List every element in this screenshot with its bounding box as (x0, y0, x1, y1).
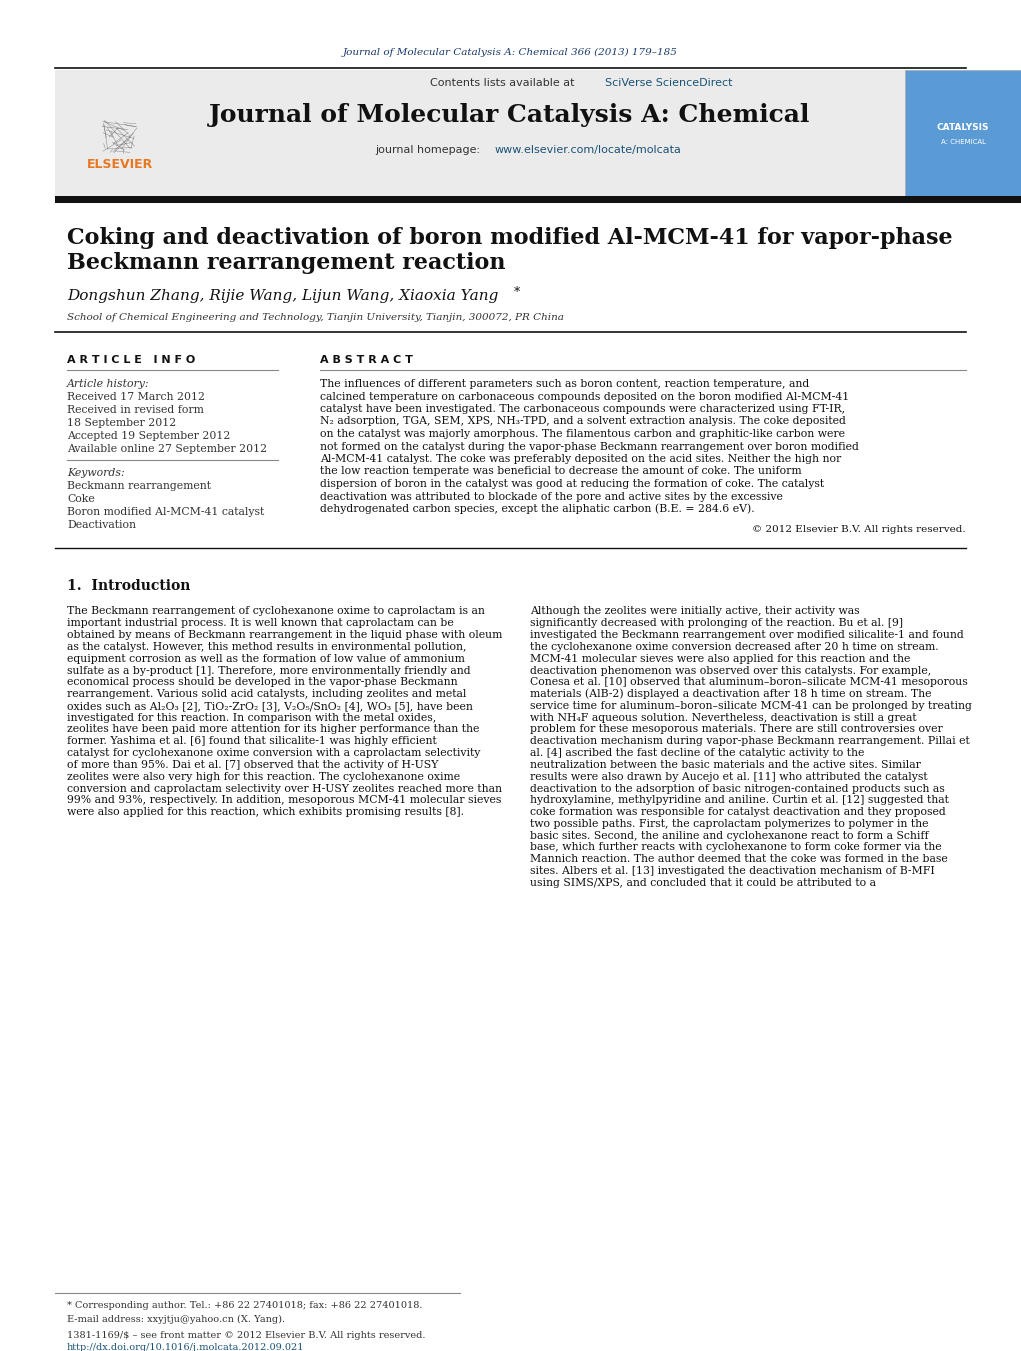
Text: the low reaction temperate was beneficial to decrease the amount of coke. The un: the low reaction temperate was beneficia… (320, 466, 801, 477)
Text: Coking and deactivation of boron modified Al-MCM-41 for vapor-phase: Coking and deactivation of boron modifie… (67, 227, 953, 249)
Text: A: CHEMICAL: A: CHEMICAL (940, 139, 985, 145)
Text: materials (AlB-2) displayed a deactivation after 18 h time on stream. The: materials (AlB-2) displayed a deactivati… (530, 689, 931, 700)
Text: deactivation phenomenon was observed over this catalysts. For example,: deactivation phenomenon was observed ove… (530, 666, 931, 676)
Text: * Corresponding author. Tel.: +86 22 27401018; fax: +86 22 27401018.: * Corresponding author. Tel.: +86 22 274… (67, 1301, 423, 1310)
Text: Dongshun Zhang, Rijie Wang, Lijun Wang, Xiaoxia Yang: Dongshun Zhang, Rijie Wang, Lijun Wang, … (67, 289, 498, 303)
Text: Mannich reaction. The author deemed that the coke was formed in the base: Mannich reaction. The author deemed that… (530, 854, 947, 865)
Text: N₂ adsorption, TGA, SEM, XPS, NH₃-TPD, and a solvent extraction analysis. The co: N₂ adsorption, TGA, SEM, XPS, NH₃-TPD, a… (320, 416, 845, 427)
Text: former. Yashima et al. [6] found that silicalite-1 was highly efficient: former. Yashima et al. [6] found that si… (67, 736, 437, 746)
Text: www.elsevier.com/locate/molcata: www.elsevier.com/locate/molcata (495, 145, 682, 155)
Text: SciVerse ScienceDirect: SciVerse ScienceDirect (605, 78, 732, 88)
Text: equipment corrosion as well as the formation of low value of ammonium: equipment corrosion as well as the forma… (67, 654, 465, 663)
Bar (55, 70, 910, 199)
Text: Available online 27 September 2012: Available online 27 September 2012 (67, 444, 268, 454)
Text: A R T I C L E   I N F O: A R T I C L E I N F O (67, 355, 195, 365)
Text: journal homepage:: journal homepage: (375, 145, 484, 155)
Text: 99% and 93%, respectively. In addition, mesoporous MCM-41 molecular sieves: 99% and 93%, respectively. In addition, … (67, 796, 501, 805)
Text: deactivation mechanism during vapor-phase Beckmann rearrangement. Pillai et: deactivation mechanism during vapor-phas… (530, 736, 970, 746)
Bar (905, 70, 1021, 199)
Text: al. [4] ascribed the fast decline of the catalytic activity to the: al. [4] ascribed the fast decline of the… (530, 748, 865, 758)
Text: significantly decreased with prolonging of the reaction. Bu et al. [9]: significantly decreased with prolonging … (530, 619, 903, 628)
Text: investigated the Beckmann rearrangement over modified silicalite-1 and found: investigated the Beckmann rearrangement … (530, 630, 964, 640)
Text: ELSEVIER: ELSEVIER (87, 158, 153, 172)
Text: Conesa et al. [10] observed that aluminum–boron–silicate MCM-41 mesoporous: Conesa et al. [10] observed that aluminu… (530, 677, 968, 688)
Text: important industrial process. It is well known that caprolactam can be: important industrial process. It is well… (67, 619, 453, 628)
Text: conversion and caprolactam selectivity over H-USY zeolites reached more than: conversion and caprolactam selectivity o… (67, 784, 502, 793)
Text: Coke: Coke (67, 494, 95, 504)
Text: CATALYSIS: CATALYSIS (936, 123, 989, 132)
Text: 1381-1169/$ – see front matter © 2012 Elsevier B.V. All rights reserved.: 1381-1169/$ – see front matter © 2012 El… (67, 1331, 426, 1339)
Text: zeolites were also very high for this reaction. The cyclohexanone oxime: zeolites were also very high for this re… (67, 771, 460, 782)
Text: using SIMS/XPS, and concluded that it could be attributed to a: using SIMS/XPS, and concluded that it co… (530, 878, 876, 888)
Text: Beckmann rearrangement reaction: Beckmann rearrangement reaction (67, 253, 505, 274)
Text: hydroxylamine, methylpyridine and aniline. Curtin et al. [12] suggested that: hydroxylamine, methylpyridine and anilin… (530, 796, 949, 805)
Text: of more than 95%. Dai et al. [7] observed that the activity of H-USY: of more than 95%. Dai et al. [7] observe… (67, 759, 438, 770)
Text: 18 September 2012: 18 September 2012 (67, 417, 177, 428)
Text: Article history:: Article history: (67, 380, 149, 389)
Text: Al-MCM-41 catalyst. The coke was preferably deposited on the acid sites. Neither: Al-MCM-41 catalyst. The coke was prefera… (320, 454, 841, 463)
Text: base, which further reacts with cyclohexanone to form coke former via the: base, which further reacts with cyclohex… (530, 843, 941, 852)
Text: catalyst for cyclohexanone oxime conversion with a caprolactam selectivity: catalyst for cyclohexanone oxime convers… (67, 748, 480, 758)
Text: deactivation was attributed to blockade of the pore and active sites by the exce: deactivation was attributed to blockade … (320, 492, 783, 501)
Text: Boron modified Al-MCM-41 catalyst: Boron modified Al-MCM-41 catalyst (67, 507, 264, 517)
Text: catalyst have been investigated. The carbonaceous compounds were characterized u: catalyst have been investigated. The car… (320, 404, 845, 413)
Text: problem for these mesoporous materials. There are still controversies over: problem for these mesoporous materials. … (530, 724, 942, 735)
Text: © 2012 Elsevier B.V. All rights reserved.: © 2012 Elsevier B.V. All rights reserved… (752, 526, 966, 534)
Text: Journal of Molecular Catalysis A: Chemical 366 (2013) 179–185: Journal of Molecular Catalysis A: Chemic… (343, 47, 678, 57)
Text: not formed on the catalyst during the vapor-phase Beckmann rearrangement over bo: not formed on the catalyst during the va… (320, 442, 859, 451)
Text: results were also drawn by Aucejo et al. [11] who attributed the catalyst: results were also drawn by Aucejo et al.… (530, 771, 928, 782)
Text: 1.  Introduction: 1. Introduction (67, 578, 190, 593)
Text: School of Chemical Engineering and Technology, Tianjin University, Tianjin, 3000: School of Chemical Engineering and Techn… (67, 313, 564, 323)
Text: two possible paths. First, the caprolactam polymerizes to polymer in the: two possible paths. First, the caprolact… (530, 819, 928, 830)
Text: The influences of different parameters such as boron content, reaction temperatu: The influences of different parameters s… (320, 380, 810, 389)
Text: *: * (514, 286, 521, 300)
Text: MCM-41 molecular sieves were also applied for this reaction and the: MCM-41 molecular sieves were also applie… (530, 654, 911, 663)
Text: sites. Albers et al. [13] investigated the deactivation mechanism of B-MFI: sites. Albers et al. [13] investigated t… (530, 866, 935, 875)
Text: rearrangement. Various solid acid catalysts, including zeolites and metal: rearrangement. Various solid acid cataly… (67, 689, 467, 698)
Text: coke formation was responsible for catalyst deactivation and they proposed: coke formation was responsible for catal… (530, 807, 945, 817)
Text: Deactivation: Deactivation (67, 520, 136, 530)
Text: Contents lists available at: Contents lists available at (430, 78, 578, 88)
Text: oxides such as Al₂O₃ [2], TiO₂-ZrO₂ [3], V₂O₅/SnO₂ [4], WO₃ [5], have been: oxides such as Al₂O₃ [2], TiO₂-ZrO₂ [3],… (67, 701, 473, 711)
Text: sulfate as a by-product [1]. Therefore, more environmentally friendly and: sulfate as a by-product [1]. Therefore, … (67, 666, 471, 676)
Text: E-mail address: xxyjtju@yahoo.cn (X. Yang).: E-mail address: xxyjtju@yahoo.cn (X. Yan… (67, 1315, 285, 1324)
Text: dispersion of boron in the catalyst was good at reducing the formation of coke. : dispersion of boron in the catalyst was … (320, 480, 824, 489)
Text: as the catalyst. However, this method results in environmental pollution,: as the catalyst. However, this method re… (67, 642, 467, 653)
Text: Although the zeolites were initially active, their activity was: Although the zeolites were initially act… (530, 607, 860, 616)
Text: Journal of Molecular Catalysis A: Chemical: Journal of Molecular Catalysis A: Chemic… (209, 103, 811, 127)
Text: Keywords:: Keywords: (67, 467, 125, 478)
Text: obtained by means of Beckmann rearrangement in the liquid phase with oleum: obtained by means of Beckmann rearrangem… (67, 630, 502, 640)
Text: http://dx.doi.org/10.1016/j.molcata.2012.09.021: http://dx.doi.org/10.1016/j.molcata.2012… (67, 1343, 304, 1351)
Text: basic sites. Second, the aniline and cyclohexanone react to form a Schiff: basic sites. Second, the aniline and cyc… (530, 831, 929, 840)
Text: with NH₄F aqueous solution. Nevertheless, deactivation is still a great: with NH₄F aqueous solution. Nevertheless… (530, 713, 917, 723)
Text: economical process should be developed in the vapor-phase Beckmann: economical process should be developed i… (67, 677, 457, 688)
Bar (55, 196, 1021, 203)
Text: investigated for this reaction. In comparison with the metal oxides,: investigated for this reaction. In compa… (67, 713, 436, 723)
Text: Accepted 19 September 2012: Accepted 19 September 2012 (67, 431, 231, 440)
Text: zeolites have been paid more attention for its higher performance than the: zeolites have been paid more attention f… (67, 724, 480, 735)
Text: were also applied for this reaction, which exhibits promising results [8].: were also applied for this reaction, whi… (67, 807, 464, 817)
Text: the cyclohexanone oxime conversion decreased after 20 h time on stream.: the cyclohexanone oxime conversion decre… (530, 642, 938, 653)
Text: deactivation to the adsorption of basic nitrogen-contained products such as: deactivation to the adsorption of basic … (530, 784, 944, 793)
Text: Beckmann rearrangement: Beckmann rearrangement (67, 481, 211, 490)
Text: neutralization between the basic materials and the active sites. Similar: neutralization between the basic materia… (530, 759, 921, 770)
Text: calcined temperature on carbonaceous compounds deposited on the boron modified A: calcined temperature on carbonaceous com… (320, 392, 849, 401)
Text: service time for aluminum–boron–silicate MCM-41 can be prolonged by treating: service time for aluminum–boron–silicate… (530, 701, 972, 711)
Text: dehydrogenated carbon species, except the aliphatic carbon (B.E. = 284.6 eV).: dehydrogenated carbon species, except th… (320, 504, 755, 515)
Text: A B S T R A C T: A B S T R A C T (320, 355, 412, 365)
Text: Received in revised form: Received in revised form (67, 405, 204, 415)
Text: on the catalyst was majorly amorphous. The filamentous carbon and graphitic-like: on the catalyst was majorly amorphous. T… (320, 430, 845, 439)
Text: Received 17 March 2012: Received 17 March 2012 (67, 392, 205, 403)
Text: The Beckmann rearrangement of cyclohexanone oxime to caprolactam is an: The Beckmann rearrangement of cyclohexan… (67, 607, 485, 616)
